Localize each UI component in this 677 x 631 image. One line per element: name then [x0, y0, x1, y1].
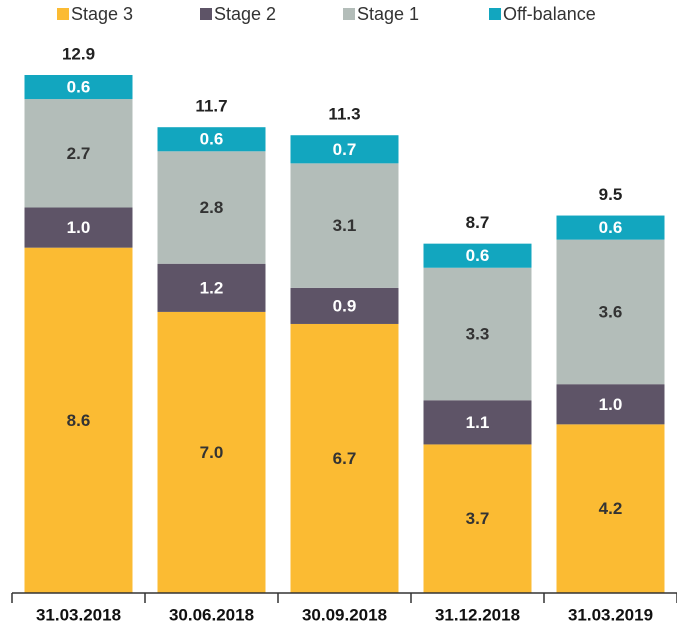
data-label: 2.7	[67, 144, 91, 163]
bar-segment	[24, 75, 133, 100]
data-label: 0.6	[466, 246, 490, 265]
x-tick-label: 31.03.2019	[568, 605, 653, 624]
data-label: 8.6	[67, 411, 91, 430]
data-label: 2.8	[200, 198, 224, 217]
data-label: 3.6	[599, 302, 623, 321]
data-label: 4.2	[599, 499, 623, 518]
bar-segment	[290, 163, 399, 288]
bar-segment	[556, 239, 665, 385]
data-label: 0.6	[67, 78, 91, 97]
data-label: 0.7	[333, 140, 357, 159]
x-tick-label: 30.09.2018	[302, 605, 387, 624]
legend-label: Stage 2	[214, 4, 276, 24]
bar-segment	[157, 311, 266, 593]
bar-segment	[423, 400, 532, 445]
data-label: 1.2	[200, 278, 224, 297]
bar-segment	[157, 127, 266, 152]
data-label: 0.9	[333, 296, 357, 315]
data-label: 1.0	[67, 218, 91, 237]
bar-segment	[157, 151, 266, 264]
data-label: 3.1	[333, 216, 357, 235]
bar-segment	[423, 243, 532, 268]
legend-label: Off-balance	[503, 4, 596, 24]
legend-label: Stage 1	[357, 4, 419, 24]
bar-segment	[556, 384, 665, 425]
plot-area: 8.6 1.0 2.7 0.6 12.9 31.03.2018 7.0 1.2 2.8 0.6 11…	[11, 44, 677, 624]
data-label: 6.7	[333, 449, 357, 468]
total-label: 8.7	[466, 213, 490, 232]
total-label: 9.5	[599, 185, 623, 204]
total-label: 11.3	[328, 105, 360, 124]
data-label: 3.7	[466, 509, 490, 528]
bar-segment	[24, 99, 133, 208]
x-tick-label: 30.06.2018	[169, 605, 254, 624]
bar-segment	[556, 424, 665, 593]
bar-segment	[157, 263, 266, 312]
bar-segment	[290, 287, 399, 324]
legend-swatch	[489, 8, 501, 20]
bar-segment	[24, 207, 133, 248]
legend-swatch	[200, 8, 212, 20]
legend: Stage 3 Stage 2 Stage 1 Off-balance	[57, 4, 596, 24]
data-label: 1.0	[599, 395, 623, 414]
legend-label: Stage 3	[71, 4, 133, 24]
x-tick-label: 31.03.2018	[36, 605, 121, 624]
total-label: 11.7	[195, 97, 227, 116]
bar-segment	[290, 323, 399, 593]
x-tick-label: 31.12.2018	[435, 605, 520, 624]
legend-swatch	[343, 8, 355, 20]
data-label: 3.3	[466, 324, 490, 343]
bar-segment	[423, 267, 532, 401]
data-label: 0.6	[200, 130, 224, 149]
bar-segment	[423, 444, 532, 593]
legend-swatch	[57, 8, 69, 20]
bar-segment	[290, 135, 399, 164]
total-label: 12.9	[62, 44, 95, 63]
data-label: 0.6	[599, 218, 623, 237]
bar-segment	[24, 247, 133, 593]
data-label: 1.1	[466, 413, 490, 432]
bar-segment	[556, 215, 665, 240]
data-label: 7.0	[200, 443, 224, 462]
